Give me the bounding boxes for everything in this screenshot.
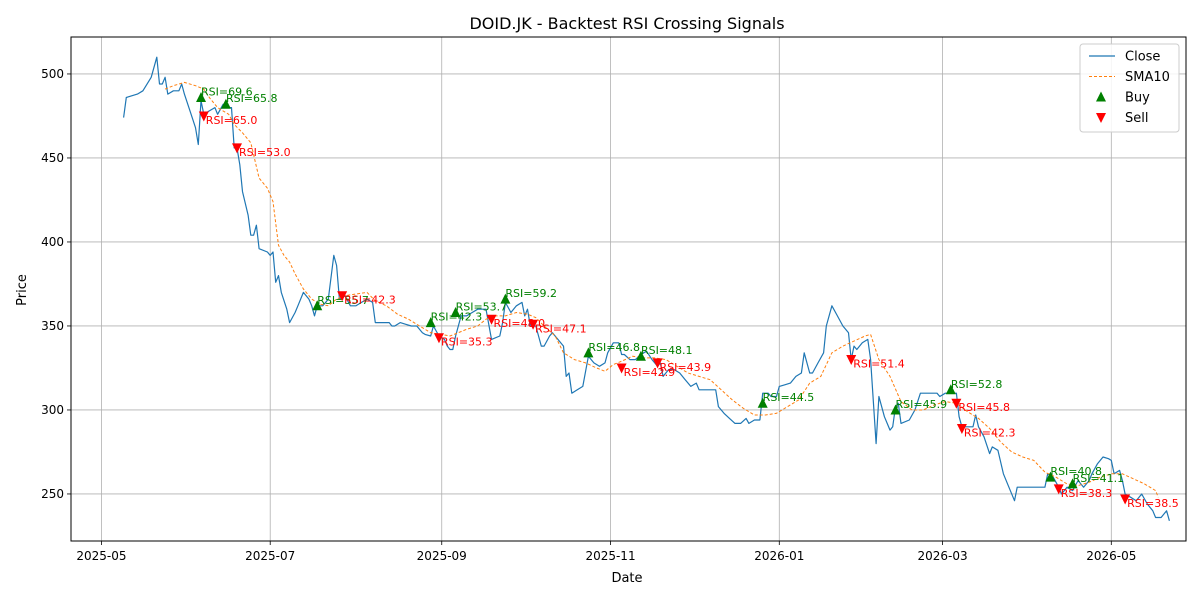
x-tick-label: 2025-09 [417, 549, 467, 563]
sell-marker [956, 423, 967, 434]
buy-marker [890, 404, 901, 415]
grid-lines [71, 37, 1186, 541]
buy-label: RSI=59.2 [505, 287, 557, 300]
sell-label: RSI=35.3 [441, 336, 493, 349]
buy-label: RSI=44.5 [763, 391, 815, 404]
buy-label: RSI=48.1 [641, 344, 693, 357]
legend: Close SMA10 Buy Sell [1079, 43, 1180, 133]
buy-label: RSI=69.6 [201, 85, 253, 98]
sell-label: RSI=47.1 [535, 322, 587, 335]
series-lines [123, 56, 1170, 521]
sell-label: RSI=42.9 [624, 366, 676, 379]
legend-close-label: Close [1125, 50, 1160, 65]
sma10-line [164, 81, 1159, 498]
y-axis-label: Price [15, 274, 30, 306]
sell-label: RSI=43.9 [660, 361, 712, 374]
buy-marker [196, 91, 207, 102]
sell-marker [433, 333, 444, 344]
y-tick-label: 400 [41, 235, 64, 249]
signal-markers: RSI=69.6RSI=65.8RSI=55.7RSI=42.3RSI=53.7… [196, 85, 1179, 510]
legend-sell-swatch [1096, 113, 1106, 123]
legend-buy-label: Buy [1125, 91, 1150, 106]
x-tick-label: 2026-01 [754, 549, 804, 563]
buy-label: RSI=40.8 [1050, 465, 1102, 478]
buy-marker [220, 98, 231, 109]
x-tick-label: 2025-05 [76, 549, 126, 563]
buy-marker [450, 307, 461, 318]
sell-label: RSI=53.0 [239, 146, 291, 159]
y-tick-label: 250 [41, 487, 64, 501]
x-axis-label: Date [611, 571, 642, 586]
x-tick-label: 2026-03 [917, 549, 967, 563]
sell-marker [486, 314, 497, 325]
sell-label: RSI=45.8 [958, 401, 1010, 414]
y-tick-label: 450 [41, 151, 64, 165]
buy-marker [583, 347, 594, 358]
y-axis-ticks: 250 300 350 400 450 500 [41, 67, 71, 501]
y-tick-label: 350 [41, 319, 64, 333]
buy-label: RSI=42.3 [431, 311, 483, 324]
sell-marker [846, 355, 857, 366]
buy-marker [1045, 471, 1056, 482]
sell-label: RSI=42.3 [964, 426, 1016, 439]
plot-frame [70, 36, 1187, 542]
sell-marker [528, 319, 539, 330]
legend-box [1079, 43, 1180, 133]
sell-marker [652, 358, 663, 369]
buy-label: RSI=52.8 [951, 378, 1003, 391]
sell-marker [337, 291, 348, 302]
close-price-line [123, 56, 1170, 521]
buy-label: RSI=41.1 [1073, 472, 1125, 485]
sell-marker [198, 111, 209, 122]
sell-marker [232, 143, 243, 154]
buy-marker [312, 300, 323, 311]
sell-marker [616, 363, 627, 374]
legend-sma-label: SMA10 [1125, 70, 1170, 85]
buy-marker [1067, 478, 1078, 489]
sell-marker [1053, 484, 1064, 495]
y-tick-label: 500 [41, 67, 64, 81]
sell-label: RSI=51.4 [853, 358, 905, 371]
chart-title: DOID.JK - Backtest RSI Crossing Signals [469, 14, 784, 33]
buy-marker [757, 397, 768, 408]
sell-marker [1120, 494, 1131, 505]
buy-label: RSI=45.9 [895, 398, 947, 411]
sell-label: RSI=38.3 [1061, 487, 1113, 500]
x-axis-ticks: 2025-05 2025-07 2025-09 2025-11 2026-01 2026-… [76, 541, 1136, 563]
legend-sell-label: Sell [1125, 111, 1148, 126]
sell-label: RSI=65.0 [206, 114, 258, 127]
buy-label: RSI=55.7 [317, 294, 369, 307]
buy-marker [945, 384, 956, 395]
legend-buy-swatch [1096, 91, 1106, 102]
sell-label: RSI=38.5 [1127, 497, 1179, 510]
x-tick-label: 2025-07 [245, 549, 295, 563]
buy-label: RSI=53.7 [456, 301, 508, 314]
buy-label: RSI=46.8 [588, 341, 640, 354]
x-tick-label: 2026-05 [1086, 549, 1136, 563]
sell-label: RSI=42.3 [344, 294, 396, 307]
sell-marker [951, 398, 962, 409]
buy-marker [500, 293, 511, 304]
x-tick-label: 2025-11 [585, 549, 635, 563]
buy-marker [425, 317, 436, 328]
y-tick-label: 300 [41, 403, 64, 417]
buy-label: RSI=65.8 [226, 92, 278, 105]
buy-marker [635, 350, 646, 361]
